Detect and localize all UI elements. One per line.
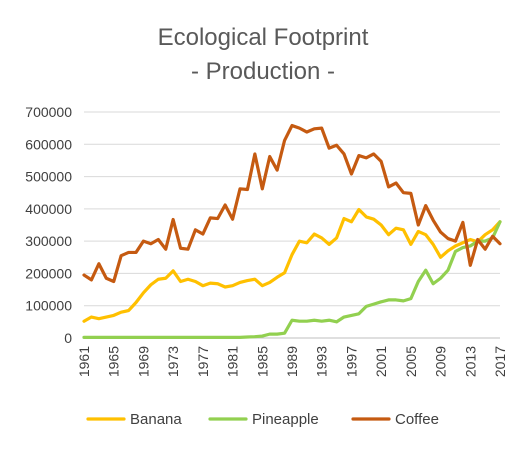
y-tick-label: 200000 [25,265,72,281]
y-tick-label: 100000 [25,298,72,314]
x-tick-label: 1993 [314,346,330,377]
chart-title-line-2: - Production - [191,58,335,85]
x-tick-label: 1965 [106,346,122,377]
y-tick-label: 700000 [25,104,72,120]
x-tick-label: 1977 [195,346,211,377]
y-tick-label: 300000 [25,233,72,249]
legend: Banana Pineapple Coffee [86,411,439,428]
x-tick-label: 2009 [433,346,449,377]
series-line-coffee [82,123,502,284]
legend-label-coffee: Coffee [395,411,439,428]
y-tick-label: 500000 [25,169,72,185]
x-tick-label: 2013 [462,346,478,377]
x-tick-label: 1981 [225,346,241,377]
y-axis-tick-labels: 0 100000 200000 300000 400000 500000 600000 700… [25,104,72,346]
x-tick-label: 1997 [343,346,359,377]
y-tick-label: 0 [64,330,72,346]
x-tick-label: 2001 [373,346,389,377]
y-tick-label: 400000 [25,201,72,217]
series-line-pineapple [82,220,502,339]
chart-title-line-1: Ecological Footprint [158,24,369,51]
legend-label-banana: Banana [130,411,182,428]
x-tick-label: 1985 [254,346,270,377]
x-tick-label: 2017 [492,346,508,377]
x-tick-label: 1989 [284,346,300,377]
x-tick-label: 2005 [403,346,419,377]
legend-label-pineapple: Pineapple [252,411,319,428]
x-axis-tick-labels: 1961 1965 1969 1973 1977 1981 1985 1989 1993 1997… [76,346,508,377]
x-tick-label: 1961 [76,346,92,377]
x-tick-label: 1973 [165,346,181,377]
y-tick-label: 600000 [25,136,72,152]
series-line-banana [82,207,502,323]
x-tick-label: 1969 [135,346,151,377]
series-lines [82,123,502,339]
